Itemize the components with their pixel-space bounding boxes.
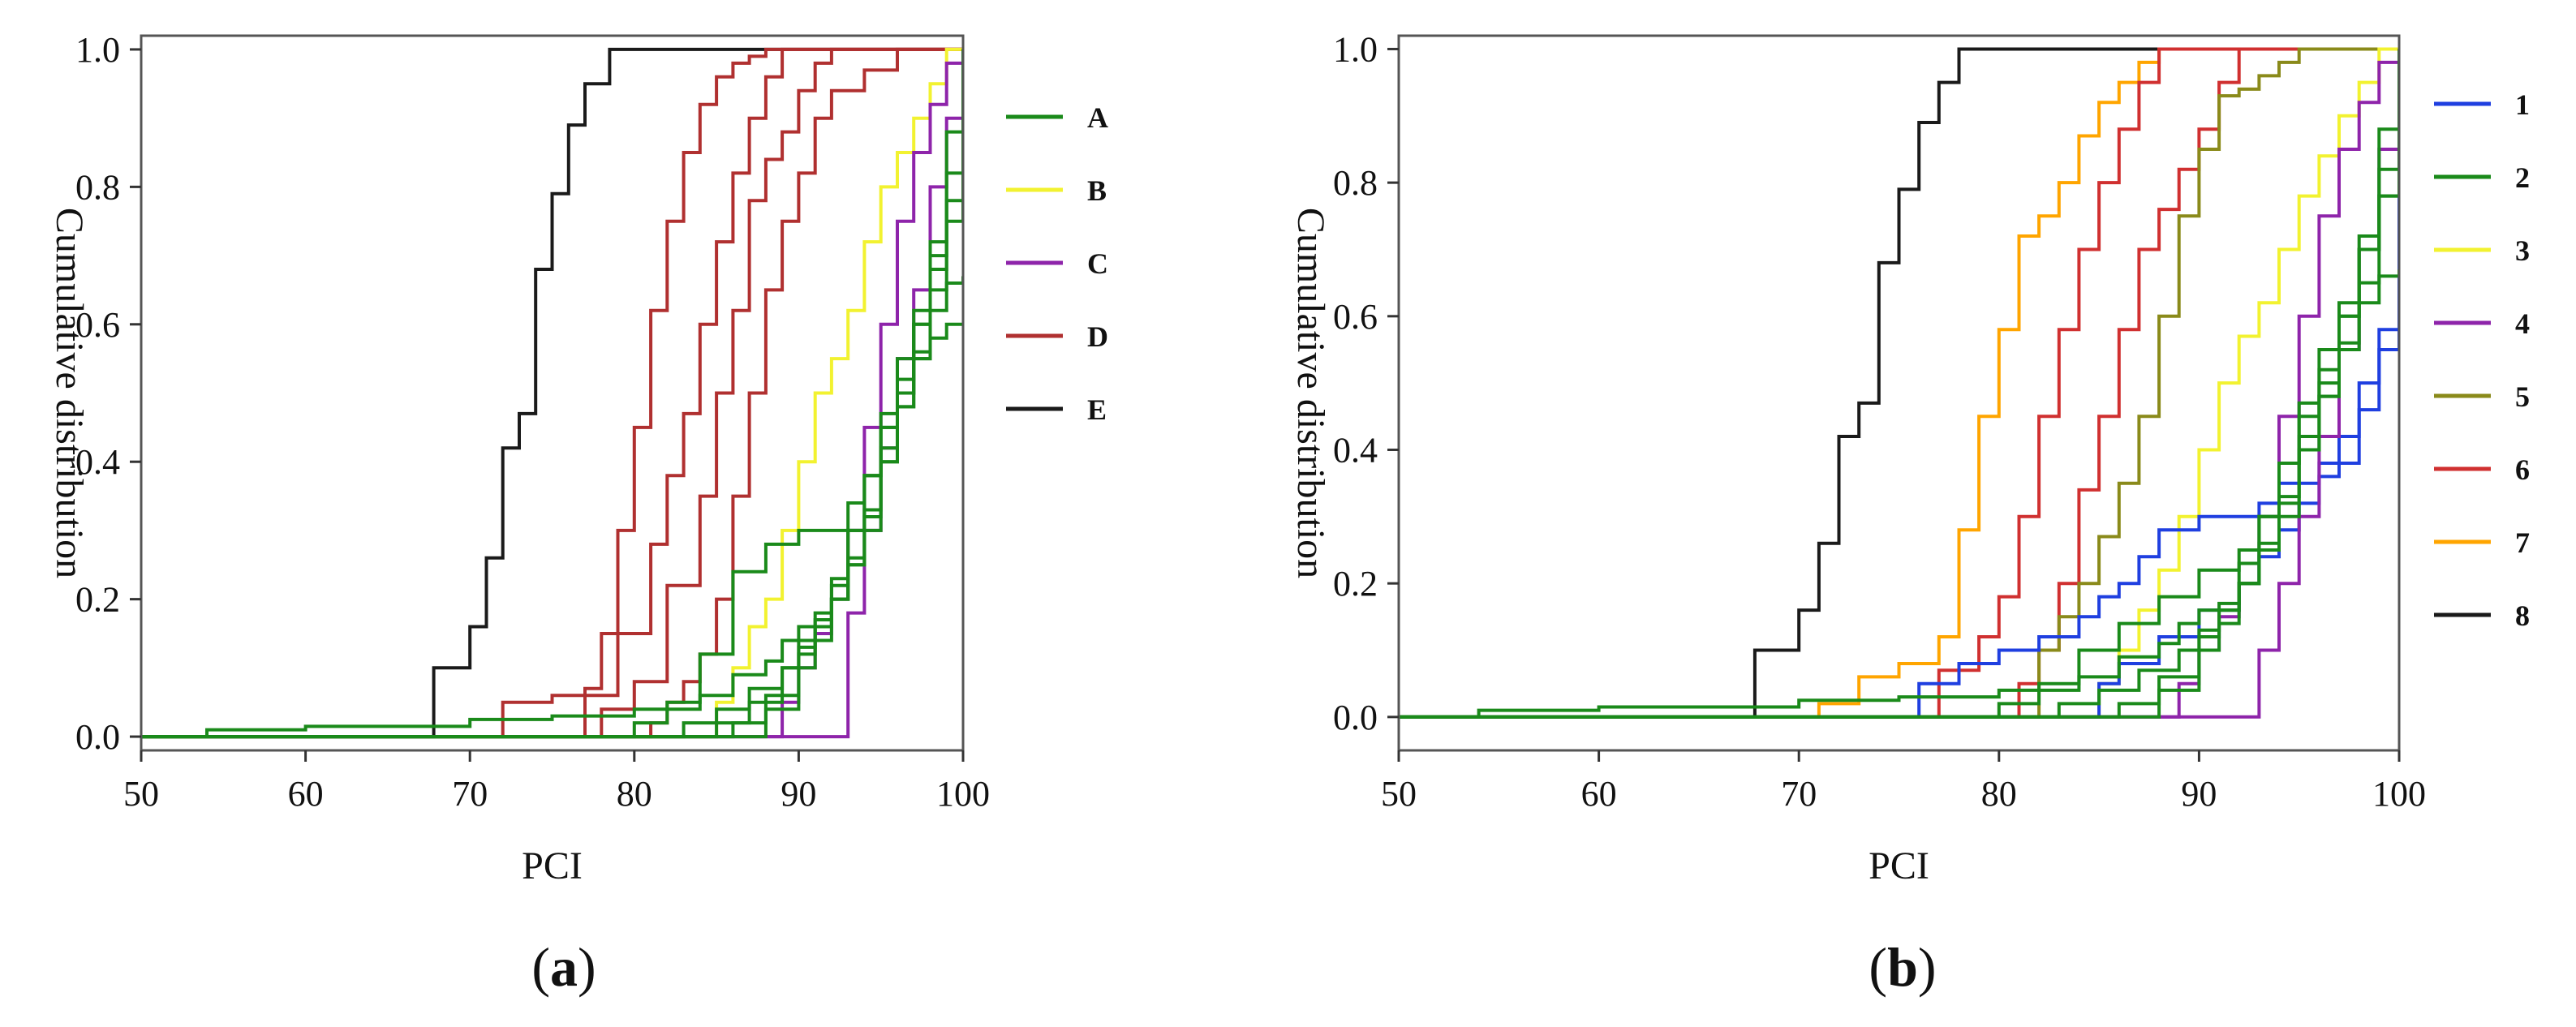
x-tick-label: 60 bbox=[1581, 774, 1617, 814]
series-line-C bbox=[141, 49, 963, 739]
series-line-D bbox=[141, 47, 963, 739]
x-tick-label: 50 bbox=[1381, 774, 1417, 814]
y-tick-label: 1.0 bbox=[1333, 29, 1378, 69]
legend-label-7: 7 bbox=[2515, 526, 2530, 559]
x-tick-label: 90 bbox=[2181, 774, 2217, 814]
series-line-C bbox=[141, 49, 963, 739]
y-tick-label: 1.0 bbox=[75, 30, 120, 70]
legend-label-E: E bbox=[1087, 393, 1107, 426]
chart-panel-a: 50 60 70 80 90 100 0.0 0.2 0.4 0.6 0.8 1.0 PCI Cumula… bbox=[48, 30, 1108, 887]
series-line-A bbox=[141, 276, 963, 739]
y-tick-label: 0.8 bbox=[75, 167, 120, 207]
x-tick-label: 80 bbox=[1981, 774, 2017, 814]
legend-label-1: 1 bbox=[2515, 88, 2530, 121]
legend-label-C: C bbox=[1087, 247, 1108, 280]
series-line-A bbox=[141, 49, 963, 739]
series-line-A bbox=[141, 70, 963, 739]
y-axis-title: Cumulative distribution bbox=[48, 208, 91, 578]
x-tick-label: 100 bbox=[936, 774, 990, 814]
y-tick-label: 0.0 bbox=[75, 717, 120, 757]
legend-label-6: 6 bbox=[2515, 453, 2530, 486]
series-line-6 bbox=[1399, 47, 2399, 719]
series-line-5 bbox=[1399, 47, 2399, 719]
series-line-A bbox=[141, 84, 963, 739]
series-line-D bbox=[141, 47, 963, 739]
series-line-4 bbox=[1399, 82, 2399, 719]
series-line-D bbox=[141, 47, 963, 739]
series-line-E bbox=[141, 47, 963, 739]
series-line-D bbox=[141, 47, 963, 739]
chart-panel-b: 50 60 70 80 90 100 0.0 0.2 0.4 0.6 0.8 1.0 PCI Cumula… bbox=[1289, 29, 2530, 887]
x-tick-label: 70 bbox=[1781, 774, 1817, 814]
y-axis-title: Cumulative distribution bbox=[1289, 208, 1332, 578]
legend-label-A: A bbox=[1087, 101, 1108, 134]
series-line-8 bbox=[1399, 47, 2160, 719]
legend-label-4: 4 bbox=[2515, 307, 2530, 340]
series-line-3 bbox=[1399, 47, 2399, 719]
series-line-4 bbox=[1399, 49, 2399, 719]
y-tick-label: 0.4 bbox=[75, 442, 120, 482]
y-tick-label: 0.6 bbox=[1333, 297, 1378, 337]
series-line-6 bbox=[1399, 47, 2399, 719]
legend-label-3: 3 bbox=[2515, 234, 2530, 267]
plot-frame bbox=[140, 34, 965, 752]
plot-frame bbox=[1397, 34, 2401, 752]
panel-label-a: (a) bbox=[531, 936, 596, 998]
legend-label-B: B bbox=[1087, 174, 1107, 207]
series-line-2 bbox=[1399, 49, 2399, 719]
x-tick-label: 70 bbox=[452, 774, 488, 814]
legend-label-5: 5 bbox=[2515, 380, 2530, 413]
legend-label-8: 8 bbox=[2515, 599, 2530, 632]
series-group bbox=[141, 47, 963, 739]
x-axis-title: PCI bbox=[522, 844, 583, 887]
legend: 1 2 3 4 5 6 7 8 bbox=[2434, 88, 2530, 632]
y-tick-label: 0.4 bbox=[1333, 430, 1378, 470]
x-axis-title: PCI bbox=[1869, 844, 1929, 887]
series-group bbox=[1399, 47, 2399, 719]
x-tick-label: 60 bbox=[288, 774, 324, 814]
y-tick-label: 0.2 bbox=[1333, 564, 1378, 604]
x-tick-label: 80 bbox=[617, 774, 652, 814]
panel-label-b: (b) bbox=[1869, 936, 1936, 998]
y-tick-label: 0.6 bbox=[75, 305, 120, 345]
x-tick-label: 100 bbox=[2372, 774, 2426, 814]
legend-label-D: D bbox=[1087, 320, 1108, 353]
y-tick-label: 0.2 bbox=[75, 580, 120, 620]
series-line-B bbox=[141, 47, 963, 739]
series-line-2 bbox=[1399, 69, 2399, 719]
x-tick-label: 50 bbox=[123, 774, 159, 814]
x-tick-label: 90 bbox=[781, 774, 816, 814]
legend: A B C D E bbox=[1006, 101, 1108, 426]
y-tick-label: 0.0 bbox=[1333, 698, 1378, 737]
series-line-1 bbox=[1399, 49, 2399, 719]
legend-label-2: 2 bbox=[2515, 161, 2530, 194]
series-line-7 bbox=[1399, 47, 2399, 719]
series-line-2 bbox=[1399, 82, 2399, 719]
y-tick-label: 0.8 bbox=[1333, 163, 1378, 203]
